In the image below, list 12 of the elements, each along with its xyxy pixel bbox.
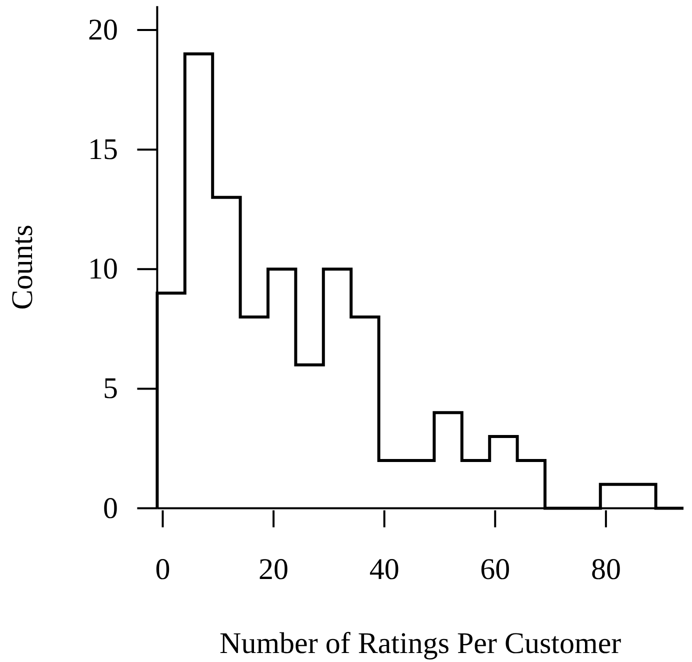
x-tick-label: 0 bbox=[155, 553, 170, 586]
x-tick-label: 60 bbox=[480, 553, 510, 586]
y-tick-label: 15 bbox=[88, 133, 118, 166]
y-tick-label: 5 bbox=[103, 372, 118, 406]
y-tick-label: 10 bbox=[88, 252, 118, 286]
y-axis-title: Counts bbox=[6, 224, 39, 310]
x-tick-label: 80 bbox=[590, 553, 621, 586]
y-tick-label: 20 bbox=[88, 14, 118, 47]
x-tick-label: 20 bbox=[258, 553, 289, 586]
x-tick-label: 40 bbox=[369, 553, 400, 586]
x-axis-title: Number of Ratings Per Customer bbox=[220, 627, 622, 660]
y-tick-label: 0 bbox=[103, 492, 118, 525]
